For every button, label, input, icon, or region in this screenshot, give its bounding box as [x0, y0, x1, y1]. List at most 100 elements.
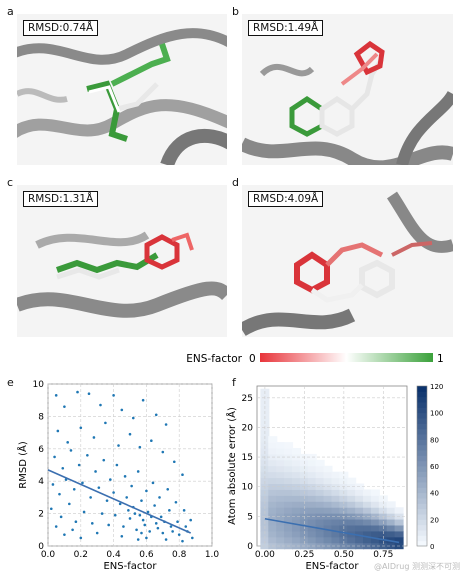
x-tick-label-f: 0.50: [334, 550, 354, 560]
scatter-point: [77, 463, 81, 467]
scatter-point: [181, 473, 184, 477]
density-cell: [299, 471, 309, 479]
colorbar-segment: [417, 396, 427, 403]
density-cell: [394, 530, 404, 538]
scatter-point: [189, 518, 192, 522]
density-cell: [276, 465, 286, 473]
scatter-point: [182, 509, 186, 512]
scatter-point: [51, 483, 55, 486]
scatter-point: [76, 390, 79, 394]
scatter-point: [140, 531, 143, 535]
protein-ligand-render-b: [242, 40, 453, 165]
colorbar-segment: [417, 412, 427, 419]
scatter-point: [148, 530, 151, 533]
density-cell: [260, 530, 270, 538]
density-cell: [291, 495, 301, 502]
scatter-point: [136, 538, 140, 541]
x-tick-label-f: 0.00: [255, 550, 275, 560]
panel-f-letter: f: [232, 376, 236, 389]
density-cell: [260, 536, 270, 544]
colorbar-frame: [416, 385, 428, 547]
density-cell: [291, 542, 301, 550]
rmsd-label-c: RMSD:1.31Å: [23, 191, 99, 207]
scatter-point: [181, 539, 184, 543]
colorbar-segment: [417, 418, 427, 424]
scatter-point: [171, 530, 174, 533]
density-cell: [331, 501, 341, 508]
scatter-point: [115, 463, 119, 467]
density-cell: [276, 471, 286, 479]
structure-panel-a: RMSD:0.74Å: [17, 14, 227, 165]
scatter-point: [145, 489, 148, 493]
scatter-point: [177, 533, 181, 536]
colorbar-segment: [417, 487, 427, 494]
density-cell: [260, 436, 270, 443]
y-axis-label-f: Atom absolute error (Å): [225, 407, 238, 525]
protein-ligand-render-c: [17, 231, 227, 318]
colorbar-segment: [417, 514, 427, 520]
density-cell: [315, 495, 325, 502]
scatter-point: [158, 496, 161, 499]
density-cell: [363, 495, 373, 502]
scatter-point: [82, 510, 86, 514]
density-cell: [378, 507, 388, 514]
scatter-point: [58, 492, 61, 496]
colorbar-segment: [417, 428, 427, 435]
density-cell: [323, 525, 333, 532]
colorbar-segment: [417, 476, 427, 483]
colorbar-tick-label: 0: [430, 543, 434, 551]
panel-c-letter: c: [7, 176, 14, 189]
density-cell: [370, 536, 380, 544]
density-cell: [331, 507, 341, 514]
density-cell: [386, 513, 396, 520]
density-cell: [315, 542, 325, 550]
colorbar-segment: [417, 444, 427, 451]
density-cell: [268, 507, 278, 514]
density-cell: [331, 471, 341, 479]
density-cell: [284, 530, 294, 538]
density-cell: [276, 542, 286, 550]
density-cell: [386, 525, 396, 532]
scatter-point: [109, 478, 112, 481]
density-cell: [347, 507, 357, 514]
colorbar-segment: [417, 439, 427, 446]
x-tick-label-e: 0.0: [41, 550, 56, 560]
scatter-point: [99, 403, 102, 407]
scatter-point: [141, 398, 145, 402]
density-cell: [284, 501, 294, 508]
density-cell: [284, 507, 294, 514]
density-cell: [260, 501, 270, 508]
scatter-point: [53, 455, 56, 459]
x-axis-label-e: ENS-factor: [103, 561, 157, 572]
scatter-point: [161, 450, 165, 454]
chart-e-rmsd-vs-ens: 0.0 0.2 0.4 0.6 0.8 1.0 0 2 4 6 8 10 ENS-factor RMSD …: [16, 380, 219, 572]
density-cell: [331, 542, 341, 550]
ens-legend-label: ENS-factor: [186, 353, 242, 365]
scatter-point: [164, 423, 168, 426]
density-cell: [284, 447, 294, 455]
density-cell: [394, 536, 404, 544]
colorbar-tick-label: 80: [430, 436, 439, 444]
density-cell: [363, 489, 373, 496]
x-axis-label-f: ENS-factor: [305, 561, 359, 572]
density-cell: [299, 536, 309, 544]
density-cell: [331, 530, 341, 538]
density-cell: [291, 477, 301, 485]
density-cell: [291, 519, 301, 526]
density-cell: [315, 536, 325, 544]
density-cell: [307, 459, 317, 467]
scatter-point: [92, 436, 96, 439]
density-cell: [284, 489, 294, 496]
x-tick-label-f: 0.75: [373, 550, 393, 560]
scatter-point: [74, 520, 78, 523]
colorbar-tick-label: 40: [430, 490, 439, 498]
panel-a-letter: a: [7, 5, 14, 18]
density-cell: [331, 483, 341, 490]
scatter-point: [87, 392, 91, 396]
density-cell: [276, 501, 286, 508]
density-cell: [291, 489, 301, 496]
density-cell: [394, 507, 404, 514]
density-cell: [331, 513, 341, 520]
density-cell: [307, 471, 317, 479]
density-cell: [307, 495, 317, 502]
